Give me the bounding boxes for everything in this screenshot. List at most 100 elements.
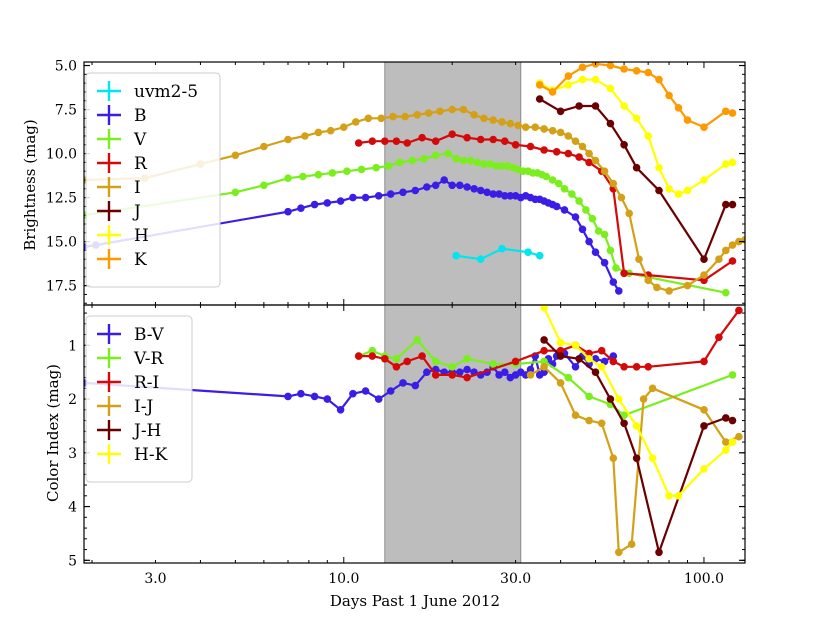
data-point-uvm2-5 (498, 244, 506, 253)
data-point-i (609, 179, 618, 188)
data-point-i (578, 142, 587, 151)
data-point-h-k (728, 438, 737, 446)
data-point-v (284, 174, 292, 182)
series-h-k (540, 305, 737, 500)
data-point-h-k (571, 341, 580, 350)
data-point-i (436, 107, 444, 116)
data-point-b (440, 176, 449, 184)
legend-label: I-J (134, 397, 153, 417)
data-point-r-i (597, 346, 606, 355)
data-point-i (326, 126, 335, 135)
data-point-r (511, 141, 520, 149)
data-point-b-v (399, 379, 407, 387)
data-point-h (674, 190, 683, 198)
x-tick-label: 10.0 (328, 571, 359, 587)
y-tick-label: 2 (68, 392, 77, 408)
data-point-r (564, 149, 573, 158)
data-point-k (722, 107, 730, 116)
data-point-v (260, 181, 268, 190)
data-point-b-v (297, 389, 305, 398)
legend-label: B (134, 106, 147, 126)
data-point-i-j (639, 395, 648, 403)
series-j-h (540, 336, 737, 557)
data-point-v (492, 162, 501, 170)
data-point-r (489, 135, 498, 144)
data-point-h (644, 132, 652, 140)
data-point-r (585, 158, 593, 167)
data-point-v (582, 206, 590, 214)
data-point-v (466, 156, 475, 165)
data-point-j (700, 255, 708, 263)
data-point-b (506, 192, 515, 200)
data-point-j-h (591, 368, 600, 377)
data-point-r (526, 142, 535, 151)
data-point-r-i (354, 352, 363, 360)
data-point-b (374, 192, 383, 200)
data-point-h (700, 176, 708, 184)
data-point-r (392, 137, 401, 145)
data-point-v (343, 167, 351, 175)
data-point-i-j (735, 432, 743, 441)
data-point-r (575, 153, 583, 161)
data-point-b (615, 287, 623, 295)
data-point-h-k (674, 492, 683, 500)
data-point-h (564, 81, 573, 89)
data-point-v (554, 179, 563, 188)
data-point-v-r (540, 357, 548, 366)
series-i-j (526, 363, 743, 557)
data-point-b-v (609, 352, 618, 360)
data-point-k (700, 123, 708, 131)
data-point-r-i (403, 357, 412, 366)
data-point-b (470, 185, 478, 193)
data-point-r (368, 137, 377, 145)
data-point-v (600, 230, 609, 239)
data-point-b-v (411, 381, 420, 390)
data-point-i-j (597, 419, 606, 428)
data-point-j-h (606, 395, 615, 403)
y-tick-label: 7.5 (55, 103, 77, 119)
data-point-r-i (556, 346, 565, 355)
data-point-j-h (655, 548, 663, 557)
data-point-v-r (368, 346, 377, 355)
data-point-b-v (501, 368, 509, 377)
data-point-r (501, 137, 509, 145)
data-point-b (609, 278, 618, 286)
data-point-b (411, 186, 420, 195)
data-point-b (386, 190, 395, 198)
data-point-b (323, 199, 332, 207)
data-point-j (575, 102, 583, 110)
data-point-i (489, 116, 498, 124)
legend-label: V (133, 130, 147, 150)
data-point-i (314, 128, 323, 137)
data-point-v-r (728, 371, 737, 379)
data-point-v (568, 190, 576, 198)
series-layer (84, 62, 745, 297)
data-point-r-i (715, 333, 723, 342)
data-point-i (635, 255, 643, 263)
data-point-v (357, 165, 366, 174)
y-tick-label: 15.0 (46, 235, 77, 251)
legend-label: R (134, 154, 148, 174)
series-i (84, 105, 745, 295)
data-point-r-i (540, 346, 548, 355)
data-point-v (444, 149, 453, 158)
data-point-i-j (540, 363, 548, 371)
data-point-b (336, 197, 345, 205)
series-v (84, 149, 730, 297)
data-point-j (655, 186, 663, 195)
data-point-i (600, 167, 609, 175)
y-tick-label: 10.0 (46, 147, 77, 163)
data-point-b (310, 200, 319, 209)
data-point-v-r (413, 336, 422, 344)
data-point-i (715, 255, 723, 263)
data-point-b-v (323, 395, 332, 403)
data-point-h-k (597, 363, 606, 371)
data-point-h (722, 160, 730, 168)
data-point-v (606, 246, 615, 255)
legend: B-V V-R R-I I-J J-H H-K (85, 315, 193, 483)
data-point-v (459, 156, 468, 165)
data-point-b (431, 181, 440, 190)
data-point-v (408, 156, 417, 165)
data-point-v (395, 158, 404, 167)
